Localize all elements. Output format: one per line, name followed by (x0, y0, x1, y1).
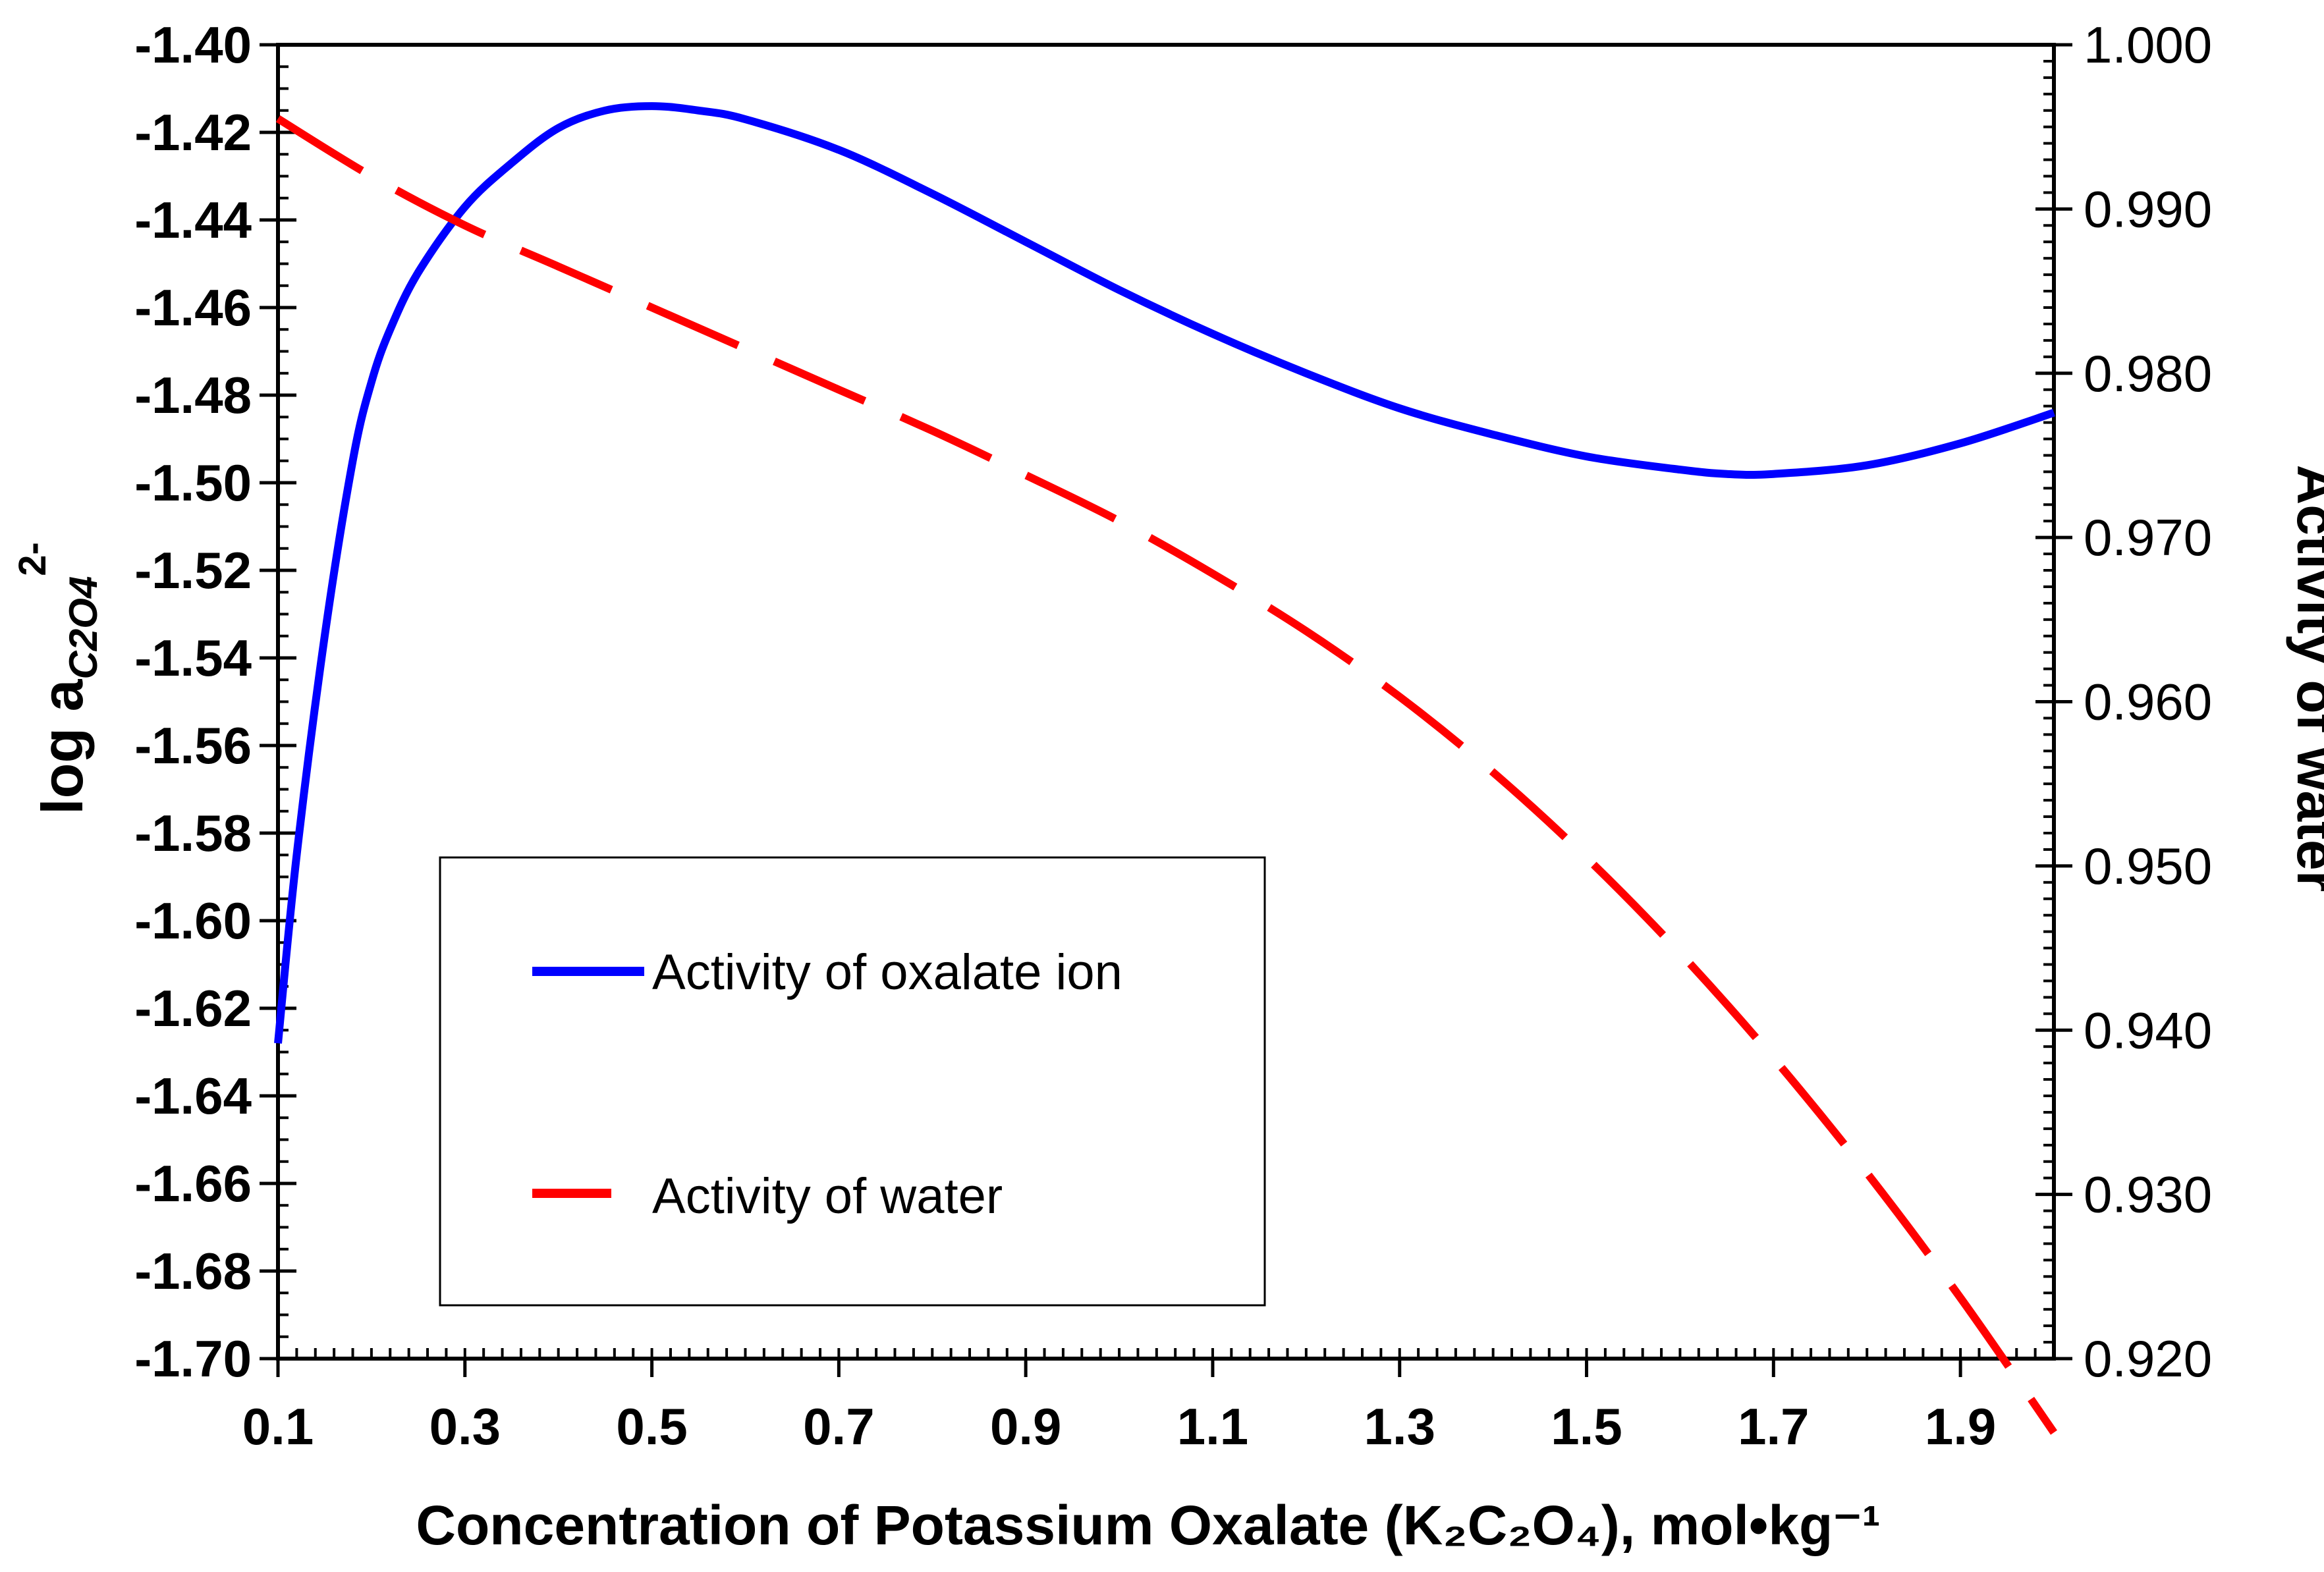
x-tick-label: 0.7 (803, 1397, 874, 1455)
series-layer (274, 102, 2057, 1435)
y-left-tick-label: -1.58 (134, 804, 252, 862)
y-left-tick-label: -1.56 (134, 717, 252, 774)
legend-box (439, 856, 1266, 1307)
y-left-title-main: log a (30, 678, 95, 814)
y-right-tick-label: 0.960 (2084, 673, 2212, 731)
y-right-tick-label: 0.990 (2084, 180, 2212, 238)
legend-label-oxalate: Activity of oxalate ion (652, 944, 1122, 1000)
y-left-tick-label: -1.44 (134, 191, 252, 249)
y-axis-left-title: log aC2O42- (11, 542, 105, 815)
y-left-tick-label: -1.40 (134, 16, 252, 74)
y-left-tick-label: -1.70 (134, 1330, 252, 1388)
x-axis-title: Concentration of Potassium Oxalate (K₂C₂… (416, 1494, 1880, 1556)
x-tick-label: 1.3 (1364, 1397, 1435, 1455)
y-left-tick-label: -1.64 (134, 1067, 252, 1125)
y-left-tick-label: -1.42 (134, 103, 252, 161)
x-tick-label: 1.5 (1551, 1397, 1622, 1455)
x-tick-label: 0.1 (242, 1397, 314, 1455)
x-tick-label: 1.1 (1177, 1397, 1248, 1455)
y-left-tick-label: -1.62 (134, 979, 252, 1037)
x-tick-label: 0.9 (990, 1397, 1061, 1455)
y-left-tick-label: -1.60 (134, 892, 252, 950)
y-left-tick-label: -1.66 (134, 1154, 252, 1212)
legend: Activity of oxalate ion Activity of wate… (439, 856, 1266, 1307)
x-tick-label: 0.5 (616, 1397, 687, 1455)
svg-text:log aC2O42-: log aC2O42- (11, 542, 105, 815)
y-right-tick-label: 0.950 (2084, 837, 2212, 895)
y-left-title-sub: C2O4 (61, 576, 105, 680)
y-right-tick-label: 0.940 (2084, 1001, 2212, 1059)
series-line-1 (275, 115, 2057, 1435)
legend-label-water: Activity of water (652, 1168, 1003, 1224)
axes-layer: -1.40 -1.42 -1.44 -1.46 -1.48 -1.50 -1.52 -1.54… (134, 16, 2212, 1455)
y-left-tick-label: -1.68 (134, 1242, 252, 1300)
series-line-0 (274, 102, 2055, 1044)
y-axis-right-title: Activity of water (2286, 465, 2324, 892)
y-right-tick-label: 0.920 (2084, 1330, 2212, 1388)
x-tick-label: 1.9 (1925, 1397, 1996, 1455)
y-right-tick-label: 0.980 (2084, 344, 2212, 402)
x-tick-label: 0.3 (429, 1397, 501, 1455)
y-left-tick-label: -1.46 (134, 279, 252, 337)
y-right-tick-label: 0.970 (2084, 508, 2212, 566)
y-right-tick-label: 0.930 (2084, 1166, 2212, 1224)
y-left-tick-label: -1.50 (134, 454, 252, 512)
x-tick-label: 1.7 (1738, 1397, 1809, 1455)
y-left-tick-label: -1.52 (134, 541, 252, 599)
y-left-title-sup: 2- (11, 542, 54, 576)
y-left-tick-label: -1.48 (134, 366, 252, 424)
y-left-tick-label: -1.54 (134, 629, 252, 687)
y-right-tick-label: 1.000 (2084, 16, 2212, 74)
